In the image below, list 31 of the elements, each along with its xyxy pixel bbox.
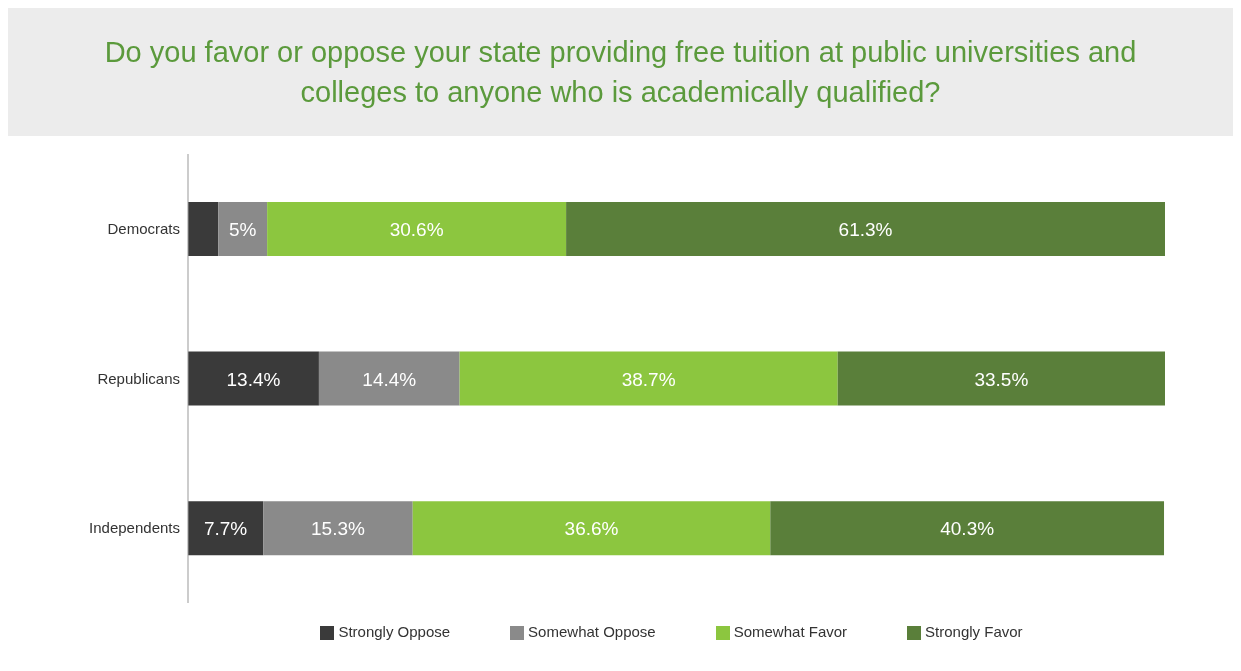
- bar: [566, 201, 1165, 256]
- bar: [770, 501, 1165, 556]
- bar: [218, 201, 268, 256]
- legend-label: Somewhat Oppose: [528, 623, 656, 640]
- y-tick-label: Independents: [89, 519, 180, 537]
- data-label: 13.4%: [226, 368, 281, 390]
- bar: [188, 351, 319, 406]
- data-label: 14.4%: [362, 368, 417, 390]
- bar: [459, 351, 838, 406]
- data-label: 7.7%: [203, 518, 248, 540]
- y-tick-label: Democrats: [107, 220, 180, 238]
- data-label: 38.7%: [621, 368, 676, 390]
- bar: [263, 501, 413, 556]
- bar: [837, 351, 1165, 406]
- bar: [267, 201, 567, 256]
- bar: [188, 501, 264, 556]
- bar: [318, 351, 460, 406]
- legend-label: Strongly Favor: [925, 623, 1023, 640]
- data-label: 30.6%: [389, 218, 444, 240]
- data-label: 5%: [228, 218, 257, 240]
- data-label: 15.3%: [311, 518, 366, 540]
- data-label: 40.3%: [940, 518, 995, 540]
- data-label: 36.6%: [564, 518, 619, 540]
- legend-label: Somewhat Favor: [733, 623, 848, 640]
- data-label: 61.3%: [838, 218, 893, 240]
- data-label: 33.5%: [974, 368, 1029, 390]
- bar: [188, 201, 219, 256]
- chart-title: Do you favor or oppose your state providing free tuition at public universities and colleges to anyone who is academically qualified?: [8, 8, 1233, 136]
- legend-label: Strongly Oppose: [338, 623, 451, 640]
- y-tick-label: Republicans: [97, 369, 180, 387]
- bar: [412, 501, 771, 556]
